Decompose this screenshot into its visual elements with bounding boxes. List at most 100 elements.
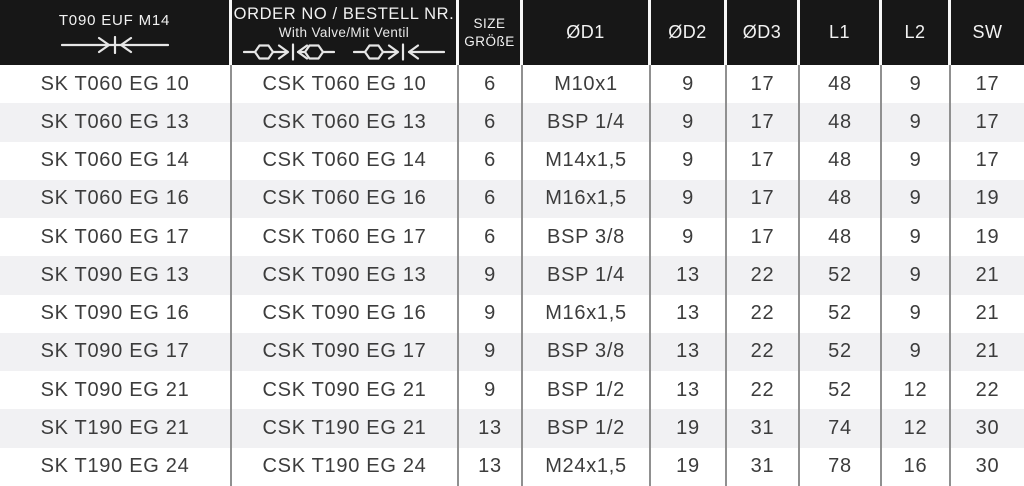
table-cell: SK T060 EG 13 (0, 103, 232, 142)
table-row: SK T060 EG 10 CSK T060 EG 10 6 M10x1 9 17 48 9 1… (0, 65, 1024, 104)
size-label-de: GRÖßE (464, 33, 515, 49)
header-cell-order: ORDER NO / BESTELL NR. With Valve/Mit Ve… (232, 0, 459, 65)
table-cell: 9 (651, 103, 727, 142)
table-row: SK T190 EG 21 CSK T190 EG 21 13 BSP 1/2 19 31… (0, 409, 1024, 448)
table-cell: CSK T090 EG 16 (232, 294, 459, 333)
table-cell: 19 (651, 447, 727, 486)
table-cell: 6 (459, 141, 523, 180)
table-cell: 21 (975, 302, 1000, 325)
coupling-plain-icon (60, 35, 169, 54)
table-cell: 9 (651, 218, 727, 257)
table-cell: 17 (975, 149, 1000, 172)
d1-label: ØD1 (566, 22, 605, 42)
table-row: SK T060 EG 14 CSK T060 EG 14 6 M14x1,5 9 17 48… (0, 141, 1024, 180)
coupling-valve-both-icon (243, 43, 335, 61)
table-cell: 52 (800, 294, 882, 333)
table-cell: BSP 1/4 (523, 256, 651, 295)
table-cell: 6 (459, 218, 523, 257)
table-cell: 22 (727, 371, 800, 410)
table-cell: CSK T060 EG 14 (232, 141, 459, 180)
table-cell: 9 (882, 65, 951, 104)
table-cell: 22 (727, 332, 800, 372)
table-cell: CSK T060 EG 10 (232, 65, 459, 104)
table-cell: 6 (459, 65, 523, 104)
table-cell: BSP 1/2 (523, 371, 651, 410)
table-cell: M16x1,5 (523, 179, 651, 219)
header-cell-l2: L2 (882, 0, 951, 65)
table-cell: BSP 3/8 (523, 332, 651, 372)
header-cell-model: T090 EUF M14 (0, 0, 232, 65)
table-cell: 17 (975, 110, 1000, 133)
table-cell: 9 (882, 103, 951, 142)
header-cell-sw: SW (951, 0, 1024, 65)
table-row: SK T090 EG 21 CSK T090 EG 21 9 BSP 1/2 13 22 5… (0, 371, 1024, 410)
table-cell: 13 (651, 332, 727, 372)
table-cell: BSP 3/8 (523, 218, 651, 257)
table-cell: 9 (882, 141, 951, 180)
table-cell: 17 (727, 179, 800, 219)
table-cell: 31 (727, 447, 800, 486)
header-cell-d3: ØD3 (727, 0, 800, 65)
table-cell: 16 (882, 447, 951, 486)
table-cell: CSK T090 EG 13 (232, 256, 459, 295)
sw-label: SW (972, 22, 1003, 42)
table-cell: 9 (651, 65, 727, 104)
d3-label: ØD3 (742, 22, 782, 42)
table-cell: 52 (800, 332, 882, 372)
table-cell: 9 (882, 218, 951, 257)
table-cell: 9 (882, 332, 951, 372)
table-cell: SK T090 EG 16 (0, 294, 232, 333)
table-cell: 17 (727, 65, 800, 104)
header-cell-l1: L1 (800, 0, 882, 65)
table-cell: 21 (975, 340, 1000, 363)
table-cell: M24x1,5 (523, 447, 651, 486)
table-cell: 19 (651, 409, 727, 448)
table-cell: SK T060 EG 16 (0, 179, 232, 219)
table-cell: 13 (459, 447, 523, 486)
size-label-en: SIZE (473, 15, 506, 31)
table-cell: 9 (459, 294, 523, 333)
table-cell: 9 (882, 256, 951, 295)
table-cell: CSK T190 EG 21 (232, 409, 459, 448)
table-cell: 9 (459, 332, 523, 372)
table-cell: 48 (800, 103, 882, 142)
table-row: SK T190 EG 24 CSK T190 EG 24 13 M24x1,5 19 31… (0, 447, 1024, 486)
table-cell: 48 (800, 65, 882, 104)
table-cell: 12 (882, 371, 951, 410)
table-cell: 52 (800, 371, 882, 410)
coupling-valve-flow-icon (353, 43, 445, 61)
table-cell: M16x1,5 (523, 294, 651, 333)
table-cell: 48 (800, 141, 882, 180)
table-cell: CSK T190 EG 24 (232, 447, 459, 486)
table-cell: 17 (727, 103, 800, 142)
table-cell: 9 (459, 371, 523, 410)
table-row: SK T060 EG 17 CSK T060 EG 17 6 BSP 3/8 9 17 48… (0, 218, 1024, 257)
table-cell: 31 (727, 409, 800, 448)
order-icons (243, 42, 445, 62)
table-cell: CSK T060 EG 16 (232, 179, 459, 219)
table-cell: SK T060 EG 10 (0, 65, 232, 104)
table-cell: CSK T090 EG 17 (232, 332, 459, 372)
table-cell: 52 (800, 256, 882, 295)
table-cell: CSK T060 EG 13 (232, 103, 459, 142)
table-cell: 30 (975, 417, 1000, 440)
table-cell: 78 (800, 447, 882, 486)
table-cell: 6 (459, 103, 523, 142)
d2-label: ØD2 (668, 22, 707, 42)
table-cell: SK T090 EG 21 (0, 371, 232, 410)
table-cell: 30 (975, 455, 1000, 478)
table-header: T090 EUF M14 ORDER NO / BESTELL NR. With… (0, 0, 1024, 65)
table-cell: 13 (651, 256, 727, 295)
order-title: ORDER NO / BESTELL NR. (233, 5, 455, 23)
table-cell: 74 (800, 409, 882, 448)
table-cell: 13 (459, 409, 523, 448)
table-cell: SK T090 EG 17 (0, 332, 232, 372)
table-cell: CSK T060 EG 17 (232, 218, 459, 257)
table-cell: 22 (727, 256, 800, 295)
table-cell: SK T090 EG 13 (0, 256, 232, 295)
table-cell: BSP 1/2 (523, 409, 651, 448)
table-cell: SK T060 EG 17 (0, 218, 232, 257)
table-row: SK T060 EG 13 CSK T060 EG 13 6 BSP 1/4 9 17 48… (0, 103, 1024, 142)
table-cell: 17 (727, 218, 800, 257)
l2-label: L2 (904, 22, 926, 42)
